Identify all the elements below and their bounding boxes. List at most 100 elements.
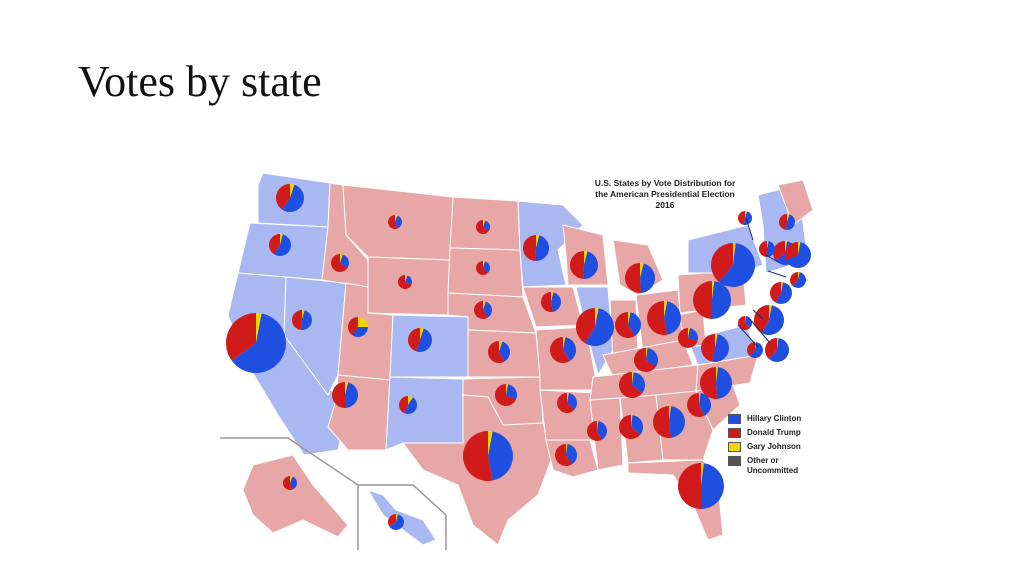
inset-border-hawaii (358, 484, 447, 550)
pie-wedge (640, 263, 644, 278)
pie-wedge (693, 281, 712, 319)
pie-wedge (628, 312, 641, 336)
inset-border-alaska (220, 437, 359, 550)
pie-wedge (597, 421, 599, 431)
pie-wedge (761, 305, 784, 335)
pie-wedge (483, 301, 492, 318)
pie-wedge (632, 372, 634, 385)
pie-wedge (718, 243, 755, 287)
pie-wedge (483, 301, 486, 310)
pie-wedge (331, 254, 348, 272)
pie-wedge (767, 241, 769, 249)
pie-wedge (395, 215, 398, 222)
pie-wedge (563, 337, 576, 361)
pie-wedge (494, 384, 516, 406)
pie-wedge (566, 444, 568, 455)
map-title-line: U.S. States by Vote Distribution for (594, 178, 736, 188)
pie-wedge (274, 234, 291, 256)
pie-wedge (646, 348, 648, 360)
pie-wedge (716, 367, 719, 383)
pie-wedge (302, 310, 305, 320)
pie-wedge (388, 514, 396, 527)
pie-wedge (416, 328, 432, 352)
pie-wedge (345, 382, 359, 408)
pie-wedge (753, 305, 769, 334)
legend-swatch (728, 414, 741, 424)
pie-wedge (584, 251, 588, 265)
pie-wedge (555, 444, 572, 467)
pie-wedge (290, 476, 293, 483)
state-minnesota (517, 200, 584, 288)
legend-item-clinton: Hillary Clinton (728, 414, 827, 424)
pie-wedge (231, 313, 286, 373)
pie-wedge (567, 393, 569, 403)
pie-wedge (790, 272, 798, 287)
legend-swatch (728, 442, 741, 452)
pie-wedge (769, 282, 781, 303)
pie-wedge (688, 328, 698, 342)
pie-wedge (615, 312, 635, 338)
pie-wedge (550, 337, 570, 363)
pie-wedge (398, 275, 412, 290)
pie-wedge (506, 384, 517, 400)
pie-wedge (398, 396, 408, 414)
pie-wedge (785, 214, 795, 230)
pie-wedge (225, 313, 256, 361)
pie-wedge (711, 243, 733, 282)
pie-wedge (499, 341, 510, 362)
pie-wedge (474, 301, 488, 319)
pie-wedge (280, 234, 283, 245)
pie-wedge (488, 341, 505, 363)
pie-wedge (395, 215, 402, 229)
pie-wedge (584, 308, 615, 347)
pie-wedge (405, 275, 408, 282)
pie-wedge (798, 242, 801, 255)
pie-wedge (389, 514, 404, 530)
slide-title: Votes by state (78, 57, 322, 106)
pie-wedge (566, 444, 577, 465)
pie-wedge (291, 310, 302, 330)
pie-wedge (687, 393, 705, 417)
legend-item-johnson: Gary Johnson (728, 442, 827, 452)
pie-wedge (281, 184, 304, 212)
leader-lines (737, 217, 787, 348)
pie-wedge (563, 337, 566, 350)
pie-wedge (541, 292, 553, 312)
pie-wedge (765, 338, 777, 359)
legend-item-other: Other or Uncommitted (728, 456, 827, 476)
pie-wedge (749, 342, 763, 358)
map-legend: Hillary Clinton Donald Trump Gary Johnso… (728, 414, 827, 480)
map-title-line: the American Presidential Election (595, 189, 735, 199)
pie-wedge (483, 220, 491, 231)
pie-wedge (269, 234, 280, 255)
pie-wedge (688, 328, 690, 338)
pie-wedge (769, 305, 772, 320)
pie-wedge (773, 241, 785, 261)
pie-wedge (653, 406, 672, 438)
pie-wedge (712, 281, 715, 300)
pie-wedge (712, 281, 731, 319)
pie-wedge (664, 301, 668, 318)
pie-wedge (647, 301, 668, 335)
map-title-line: 2016 (655, 200, 675, 210)
pie-wedge (759, 241, 767, 257)
pie-wedge (699, 393, 711, 416)
state-maine (777, 179, 814, 226)
pie-wedge (619, 372, 643, 398)
pie-wedge (785, 241, 788, 253)
pie-wedge (536, 235, 540, 248)
pie-wedge (283, 476, 293, 491)
legend-item-trump: Donald Trump (728, 428, 827, 438)
pie-wedge (775, 282, 792, 304)
pie-wedge (631, 415, 643, 435)
pie-wedge (404, 397, 418, 415)
pie-wedge (551, 292, 554, 302)
pie-wedge (625, 263, 641, 293)
pie-wedge (396, 514, 398, 522)
pie-wedge (743, 211, 753, 226)
pie-wedge (522, 235, 536, 261)
legend-label: Hillary Clinton (747, 414, 802, 423)
pie-wedge (567, 393, 577, 410)
pie-wedge (701, 463, 724, 509)
pie-wedge (716, 367, 733, 399)
